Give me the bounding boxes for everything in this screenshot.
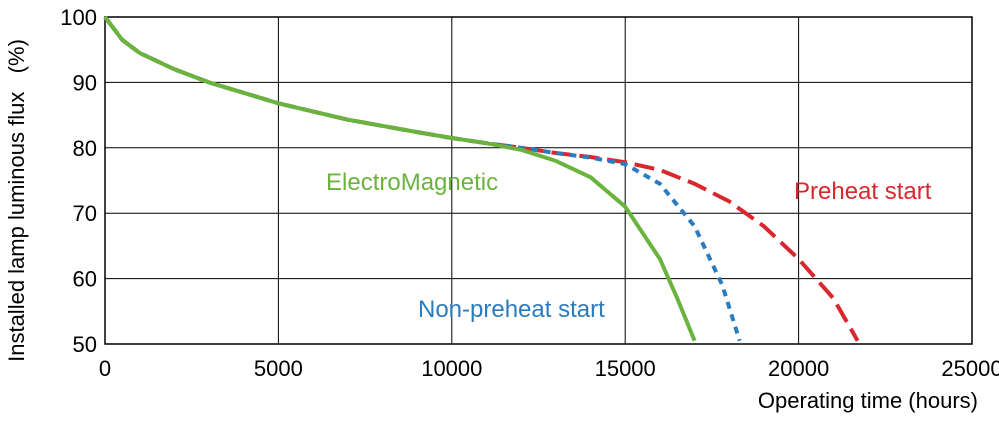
x-tick-label: 15000	[595, 356, 656, 381]
x-tick-label: 10000	[421, 356, 482, 381]
y-tick-label: 90	[73, 70, 97, 95]
series-line-electromagnetic	[103, 15, 697, 342]
x-tick-label: 25000	[941, 356, 999, 381]
x-tick-label: 0	[99, 356, 111, 381]
y-tick-label: 100	[60, 5, 97, 30]
x-tick-labels: 0 5000 10000 15000 20000 25000	[99, 356, 999, 381]
series-label-non-preheat-start: Non-preheat start	[418, 296, 605, 323]
x-tick-label: 5000	[254, 356, 303, 381]
x-axis-label: Operating time (hours)	[758, 388, 978, 413]
series-label-preheat-start: Preheat start	[794, 178, 932, 205]
y-tick-labels: 50 60 70 80 90 100	[60, 5, 97, 357]
y-tick-label: 80	[73, 136, 97, 161]
y-axis-label: Installed lamp luminous flux (%)	[4, 39, 29, 362]
y-tick-label: 50	[73, 332, 97, 357]
y-tick-label: 60	[73, 267, 97, 292]
x-tick-label: 20000	[768, 356, 829, 381]
plot-frame	[104, 16, 973, 345]
y-tick-label: 70	[73, 201, 97, 226]
series-label-electromagnetic: ElectroMagnetic	[326, 169, 498, 196]
series-lines	[103, 15, 860, 342]
